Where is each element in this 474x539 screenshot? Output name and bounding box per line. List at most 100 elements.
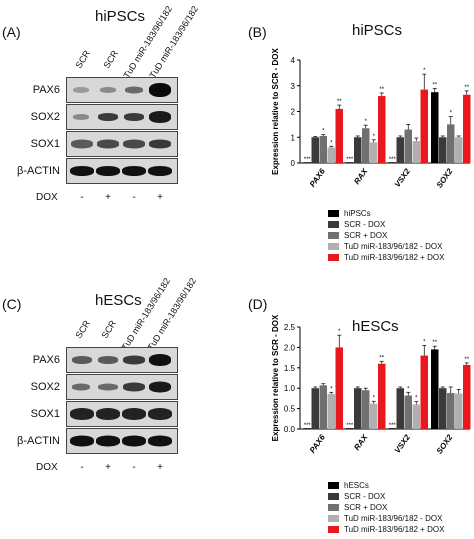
panel-a-lane-2: SCR (101, 48, 121, 70)
legend-swatch (328, 210, 339, 217)
panel-c-dox-3: - (132, 462, 136, 473)
y-tick-label: 4 (291, 56, 296, 65)
bar (412, 141, 420, 163)
significance-label: ** (432, 340, 437, 346)
legend-item: TuD miR-183/96/182 + DOX (328, 253, 444, 262)
bar (455, 393, 463, 429)
bar (404, 395, 412, 429)
bar (303, 428, 311, 429)
bar (319, 385, 327, 429)
legend-label: TuD miR-183/96/182 + DOX (344, 525, 445, 534)
panel-a-row-actin: β-ACTIN (17, 165, 60, 177)
panel-c-letter: (C) (2, 296, 22, 312)
blot-strip-actin (66, 428, 178, 454)
bar (388, 162, 396, 163)
blot-strip-sox2 (66, 104, 178, 130)
x-tick-label: PAX6 (308, 167, 327, 189)
panel-a-row-pax6: PAX6 (32, 84, 60, 96)
blot-strip-sox1 (66, 401, 178, 427)
bar (439, 137, 447, 163)
legend-swatch (328, 515, 339, 522)
y-tick-label: 0 (291, 159, 296, 168)
bar (388, 428, 396, 429)
bar (346, 162, 354, 163)
bar (463, 364, 471, 429)
significance-label: * (373, 395, 376, 401)
y-tick-label: 0.5 (284, 405, 296, 414)
bar (378, 96, 386, 163)
blot-strip-sox1 (66, 131, 178, 157)
significance-label: *** (304, 157, 312, 163)
y-axis-label: Expression relative to SCR - DOX (271, 315, 280, 441)
panel-a-dox-3: - (132, 192, 136, 203)
legend-swatch (328, 221, 339, 228)
bar (370, 142, 378, 163)
bar (319, 135, 327, 163)
significance-label: ** (464, 85, 469, 91)
panel-c-dox-4: + (157, 462, 163, 473)
legend-item: SCR - DOX (328, 492, 385, 501)
panel-c-title: hESCs (95, 292, 142, 309)
bar (396, 388, 404, 429)
y-axis-label: Expression relative to SCR - DOX (271, 47, 280, 174)
bar (378, 363, 386, 429)
bar (346, 428, 354, 429)
bar (354, 388, 362, 429)
x-tick-label: SOX2 (435, 167, 455, 190)
chart-b: Expression relative to SCR - DOX 01234***… (271, 47, 471, 190)
blot-strip-actin (66, 158, 178, 184)
significance-label: * (423, 339, 426, 345)
panel-a-blot (66, 77, 178, 185)
bar (327, 147, 335, 163)
legend-label: hiPSCs (344, 209, 371, 218)
panel-a-dox-1: - (80, 192, 84, 203)
legend-label: TuD miR-183/96/182 - DOX (344, 242, 443, 251)
significance-label: * (423, 68, 426, 74)
panel-a-dox-2: + (105, 192, 111, 203)
panel-c-row-sox1: SOX1 (30, 408, 60, 420)
legend-swatch (328, 482, 339, 489)
panel-a-row-sox1: SOX1 (30, 138, 60, 150)
panel-d-letter: (D) (248, 296, 268, 312)
blot-strip-pax6 (66, 347, 178, 373)
panel-c-row-pax6: PAX6 (32, 354, 60, 366)
legend-item: TuD miR-183/96/182 - DOX (328, 242, 442, 251)
panel-c-blot (66, 347, 178, 455)
legend-item: TuD miR-183/96/182 + DOX (328, 525, 444, 534)
significance-label: * (338, 329, 341, 335)
legend-item: SCR - DOX (328, 220, 385, 229)
significance-label: *** (389, 157, 397, 163)
blot-strip-sox2 (66, 374, 178, 400)
x-tick-label: SOX2 (435, 433, 455, 456)
bar (362, 390, 370, 429)
bar (420, 89, 428, 163)
significance-label: *** (346, 157, 354, 163)
panel-b-title: hiPSCs (352, 22, 403, 39)
significance-label: * (415, 396, 418, 402)
x-tick-label: VSX2 (393, 433, 412, 455)
legend-item: hESCs (328, 481, 369, 490)
y-tick-label: 1 (291, 133, 296, 142)
bar (327, 393, 335, 429)
bar (412, 404, 420, 429)
panel-a-dox-label: DOX (36, 192, 58, 203)
panel-a-row-sox2: SOX2 (30, 111, 60, 123)
bar (431, 349, 439, 429)
significance-label: *** (304, 423, 312, 429)
chart-b-legend: hiPSCs SCR - DOX SCR + DOX TuD miR-183/96/1… (328, 209, 474, 275)
significance-label: * (365, 119, 368, 125)
y-tick-label: 1.0 (284, 384, 296, 393)
panel-a-lane-1: SCR (73, 48, 93, 70)
significance-label: * (407, 386, 410, 392)
bar (303, 162, 311, 163)
chart-d: Expression relative to SCR - DOX 0.0 0.5 1.… (271, 315, 471, 456)
panel-a-dox-4: + (157, 192, 163, 203)
bar (370, 403, 378, 429)
legend-label: SCR - DOX (344, 492, 386, 501)
bar (463, 94, 471, 163)
panel-c-dox-1: - (80, 462, 84, 473)
panel-c-lane-3: TuD miR-183/96/182 (119, 276, 173, 352)
legend-swatch (328, 243, 339, 250)
legend-item: SCR + DOX (328, 231, 387, 240)
legend-swatch (328, 504, 339, 511)
